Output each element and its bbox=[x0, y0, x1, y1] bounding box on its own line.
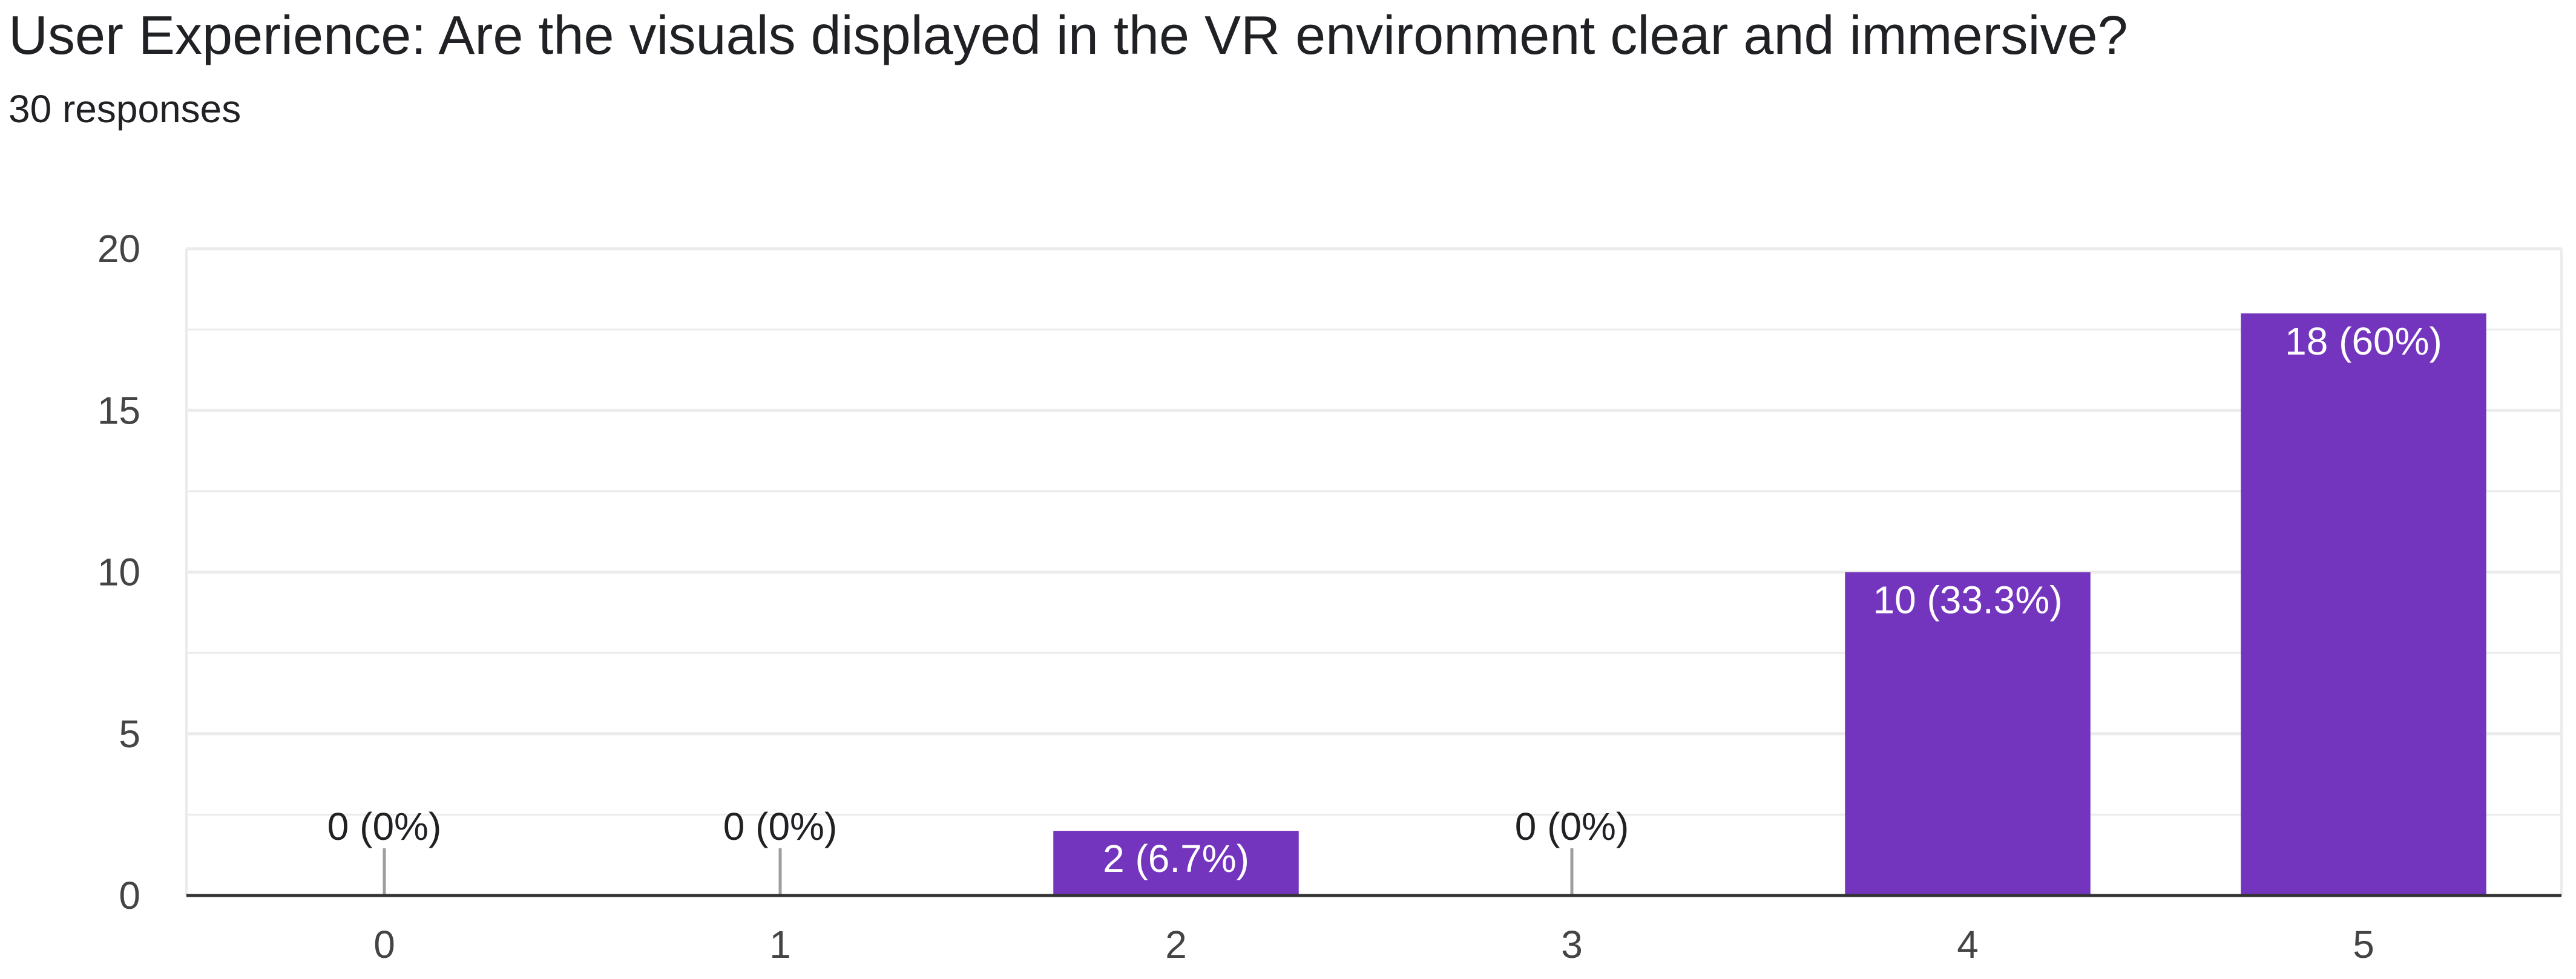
y-tick-label: 10 bbox=[97, 551, 140, 594]
data-label-0: 0 (0%) bbox=[327, 805, 442, 848]
x-tick-label: 1 bbox=[769, 923, 791, 966]
gridlines bbox=[185, 247, 2563, 896]
data-label-5: 18 (60%) bbox=[2285, 319, 2442, 363]
y-axis-ticks: 0 5 10 15 20 bbox=[97, 227, 140, 917]
x-tick-label: 5 bbox=[2353, 923, 2374, 966]
x-axis-ticks: 0 1 2 3 4 5 bbox=[373, 923, 2374, 966]
data-label-1: 0 (0%) bbox=[723, 805, 838, 848]
y-tick-label: 0 bbox=[119, 874, 140, 917]
y-tick-label: 5 bbox=[119, 712, 140, 756]
data-label-2: 2 (6.7%) bbox=[1103, 837, 1249, 880]
question-title: User Experience: Are the visuals display… bbox=[8, 5, 2128, 66]
x-tick-label: 4 bbox=[1957, 923, 1979, 966]
y-tick-label: 20 bbox=[97, 227, 140, 270]
bars bbox=[383, 313, 2486, 896]
bar-4[interactable] bbox=[1845, 572, 2091, 896]
x-tick-label: 0 bbox=[373, 923, 395, 966]
data-label-4: 10 (33.3%) bbox=[1873, 578, 2062, 622]
bar-5[interactable] bbox=[2241, 313, 2486, 896]
data-labels: 0 (0%) 0 (0%) 2 (6.7%) 0 (0%) 10 (33.3%) 18 (… bbox=[327, 319, 2442, 880]
bar-2[interactable] bbox=[1053, 831, 1299, 896]
y-tick-label: 15 bbox=[97, 388, 140, 432]
response-count: 30 responses bbox=[8, 87, 242, 131]
x-tick-label: 3 bbox=[1561, 923, 1583, 966]
x-tick-label: 2 bbox=[1165, 923, 1187, 966]
data-label-3: 0 (0%) bbox=[1515, 805, 1629, 848]
